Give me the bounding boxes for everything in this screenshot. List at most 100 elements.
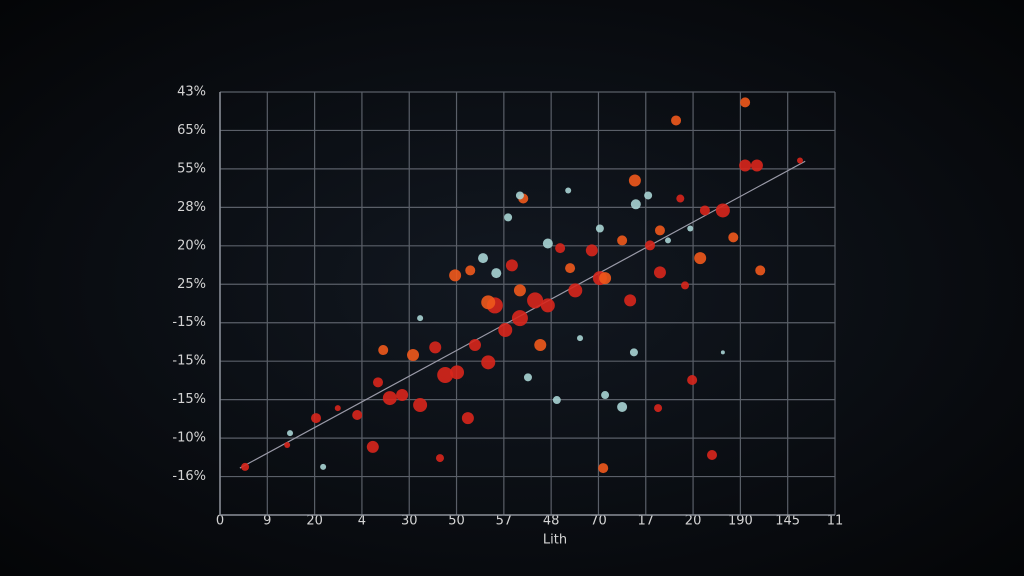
point (320, 463, 327, 470)
y-tick-label: 25% (177, 277, 206, 292)
point (585, 244, 598, 257)
y-tick-label: -16% (172, 469, 206, 484)
point (511, 310, 528, 327)
y-tick-label: -10% (172, 431, 206, 446)
point (481, 295, 496, 310)
point (352, 410, 363, 421)
y-tick-label: -15% (172, 392, 206, 407)
point (366, 440, 379, 453)
point (654, 225, 665, 236)
point (523, 373, 532, 382)
point (565, 187, 572, 194)
point (624, 294, 637, 307)
point (565, 263, 576, 274)
point (644, 191, 653, 200)
x-tick-label: 190 (728, 514, 753, 529)
point (739, 159, 752, 172)
point (676, 194, 685, 203)
point (378, 345, 389, 356)
point (450, 365, 465, 380)
point (654, 404, 663, 413)
point (527, 292, 544, 309)
point (599, 272, 612, 285)
y-tick-label: 65% (177, 123, 206, 138)
point (665, 237, 672, 244)
point (478, 253, 489, 264)
point (437, 367, 454, 384)
point (311, 413, 322, 424)
x-tick-label: 11 (827, 514, 844, 529)
point (534, 339, 547, 352)
x-tick-label: 9 (263, 514, 271, 529)
point (373, 377, 384, 388)
point (542, 238, 553, 249)
point (491, 268, 502, 279)
x-tick-label: 4 (358, 514, 366, 529)
point (552, 396, 561, 405)
y-tick-label: 28% (177, 200, 206, 215)
y-tick-label: 55% (177, 161, 206, 176)
point (498, 323, 513, 338)
point (617, 235, 628, 246)
point (750, 159, 763, 172)
point (334, 405, 341, 412)
y-tick-label: 43% (177, 85, 206, 100)
x-tick-label: 20 (685, 514, 702, 529)
y-tick-label: 20% (177, 238, 206, 253)
point (382, 391, 397, 406)
point (694, 252, 707, 265)
x-tick-label: 30 (401, 514, 418, 529)
point (687, 375, 698, 386)
x-tick-label: 50 (448, 514, 465, 529)
point (598, 463, 609, 474)
x-tick-label: 48 (543, 514, 560, 529)
point (417, 315, 424, 322)
point (287, 430, 294, 437)
x-tick-label: 20 (306, 514, 323, 529)
point (671, 115, 682, 126)
point (699, 205, 710, 216)
point (796, 157, 803, 164)
point (413, 398, 428, 413)
point (540, 298, 555, 313)
point (681, 281, 690, 290)
point (513, 284, 526, 297)
point (429, 341, 442, 354)
point (630, 199, 641, 210)
point (577, 335, 584, 342)
x-tick-label: 0 (216, 514, 224, 529)
point (629, 348, 638, 357)
x-tick-label: 17 (637, 514, 654, 529)
point (241, 462, 250, 471)
point (595, 224, 604, 233)
x-tick-label: 70 (590, 514, 607, 529)
point (504, 213, 513, 222)
point (601, 391, 610, 400)
point (628, 174, 641, 187)
x-tick-label: 57 (496, 514, 513, 529)
point (449, 269, 462, 282)
point (687, 225, 694, 232)
point (617, 401, 628, 412)
point (396, 389, 409, 402)
y-tick-label: -15% (172, 315, 206, 330)
point (740, 97, 751, 108)
point (653, 266, 666, 279)
point (707, 450, 717, 461)
point (468, 339, 481, 352)
point (465, 265, 476, 276)
point (435, 454, 444, 463)
point (515, 191, 524, 200)
x-axis-label: Lith (543, 533, 567, 548)
point (284, 442, 291, 449)
point (728, 232, 739, 243)
point (720, 350, 725, 355)
point (481, 355, 496, 370)
point (555, 243, 566, 254)
x-tick-label: 145 (775, 514, 800, 529)
point (755, 265, 766, 276)
point (407, 349, 420, 362)
point (505, 259, 518, 272)
